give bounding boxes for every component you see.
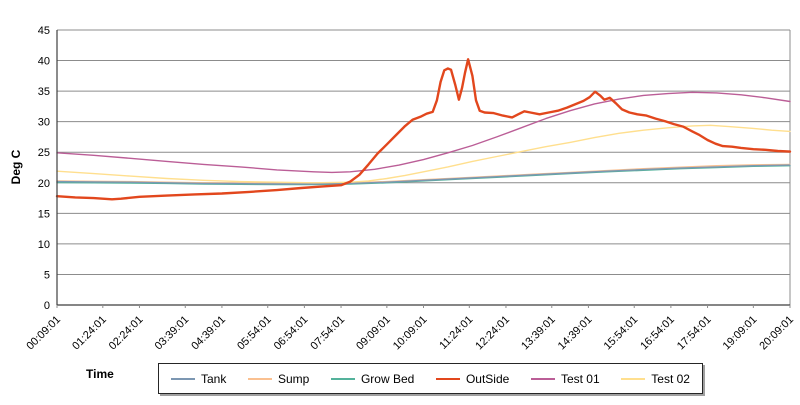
x-tick-label-15: 16:54:01 (638, 314, 677, 353)
y-tick-label-30: 30 (38, 117, 50, 129)
legend-label-test-01: Test 01 (560, 371, 600, 386)
y-axis-title: Deg C (9, 149, 23, 184)
x-tick-label-8: 09:09:01 (354, 314, 393, 353)
series-line-tank (56, 164, 791, 185)
y-tick-label-45: 45 (38, 25, 50, 37)
series-line-test-02 (56, 124, 791, 184)
legend-label-tank: Tank (201, 371, 227, 386)
legend-label-outside: OutSide (465, 371, 510, 386)
x-tick-label-18: 20:09:01 (757, 314, 796, 353)
x-tick-label-12: 13:39:01 (519, 314, 558, 353)
x-tick-label-10: 11:24:01 (437, 314, 475, 352)
y-tick-label-10: 10 (38, 239, 50, 251)
x-tick-label-2: 02:24:01 (107, 314, 146, 353)
legend-label-test-02: Test 02 (651, 371, 690, 386)
legend: Tank Sump Grow Bed OutSide Test 01 Test 02 (158, 363, 703, 394)
x-tick-label-17: 19:09:01 (721, 314, 760, 353)
legend-item-test-01: Test 01 (530, 371, 600, 386)
legend-swatch-test-02 (621, 377, 646, 380)
axis-tick-labels: 0 5 10 15 20 25 30 35 40 45 00:09:01 01:24:0102:24:… (24, 25, 796, 352)
y-tick-label-5: 5 (44, 269, 50, 281)
x-axis-title: Time (86, 367, 114, 381)
legend-item-sump: Sump (247, 371, 310, 386)
x-tick-label-4: 04:39:01 (189, 314, 228, 353)
y-tick-label-15: 15 (38, 208, 50, 220)
y-tick-label-35: 35 (38, 86, 50, 98)
legend-label-sump: Sump (277, 371, 310, 386)
x-tick-label-6: 06:54:01 (272, 314, 311, 353)
x-tick-label-1: 01:24:01 (70, 314, 109, 353)
series-line-outside (55, 58, 792, 201)
x-tick-label-0: 00:09:01 (24, 314, 63, 353)
legend-item-tank: Tank (171, 372, 226, 386)
x-tick-label-11: 12:24:01 (473, 314, 512, 353)
x-tick-label-3: 03:39:01 (153, 314, 192, 353)
legend-item-test-02: Test 02 (621, 372, 690, 386)
x-tick-label-14: 15:54:01 (602, 314, 641, 353)
legend-item-outside: OutSide (435, 371, 510, 386)
y-tick-label-0: 0 (44, 300, 50, 312)
y-tick-label-40: 40 (38, 56, 50, 68)
legend-item-grow-bed: Grow Bed (330, 371, 415, 386)
legend-label-grow-bed: Grow Bed (360, 371, 415, 386)
x-tick-label-9: 10:09:01 (391, 314, 430, 353)
legend-swatch-tank (171, 377, 195, 380)
y-tick-label-25: 25 (38, 147, 50, 159)
legend-swatch-grow-bed (330, 377, 355, 380)
series-line-test-01 (56, 91, 791, 174)
axes (56, 30, 791, 308)
series-lines (55, 58, 792, 201)
x-tick-label-5: 05:54:01 (235, 314, 274, 353)
legend-swatch-test-01 (530, 377, 555, 380)
legend-swatch-sump (247, 377, 272, 380)
x-tick-label-7: 07:54:01 (308, 314, 347, 353)
x-tick-label-16: 17:54:01 (675, 314, 714, 353)
x-tick-label-13: 14:39:01 (556, 314, 595, 353)
y-tick-label-20: 20 (38, 178, 50, 190)
legend-swatch-outside (435, 377, 460, 380)
